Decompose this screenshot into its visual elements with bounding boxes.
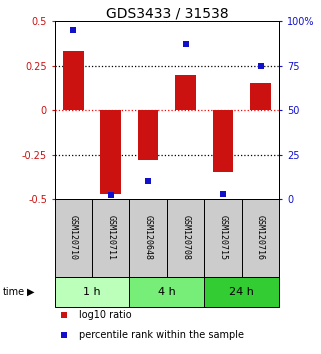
Point bbox=[61, 333, 66, 338]
Bar bbox=[63, 51, 83, 110]
Bar bbox=[92, 199, 129, 277]
Bar bbox=[175, 75, 196, 110]
Text: GSM120715: GSM120715 bbox=[219, 215, 228, 260]
Bar bbox=[204, 199, 242, 277]
Text: time: time bbox=[3, 287, 25, 297]
Point bbox=[258, 63, 263, 69]
Text: log10 ratio: log10 ratio bbox=[79, 310, 132, 320]
Text: GSM120710: GSM120710 bbox=[69, 215, 78, 260]
Text: percentile rank within the sample: percentile rank within the sample bbox=[79, 330, 244, 341]
Bar bbox=[250, 84, 271, 110]
Title: GDS3433 / 31538: GDS3433 / 31538 bbox=[106, 6, 228, 20]
Bar bbox=[167, 199, 204, 277]
Point bbox=[108, 193, 113, 198]
Bar bbox=[55, 199, 92, 277]
Text: 4 h: 4 h bbox=[158, 287, 176, 297]
Bar bbox=[129, 277, 204, 307]
Point bbox=[146, 178, 151, 184]
Bar bbox=[129, 199, 167, 277]
Text: 24 h: 24 h bbox=[230, 287, 254, 297]
Bar bbox=[138, 110, 159, 160]
Bar bbox=[55, 277, 129, 307]
Text: GSM120708: GSM120708 bbox=[181, 215, 190, 260]
Point bbox=[61, 312, 66, 318]
Text: GSM120711: GSM120711 bbox=[106, 215, 115, 260]
Bar bbox=[204, 277, 279, 307]
Text: GSM120716: GSM120716 bbox=[256, 215, 265, 260]
Point bbox=[221, 191, 226, 196]
Text: ▶: ▶ bbox=[27, 287, 35, 297]
Text: GSM120648: GSM120648 bbox=[144, 215, 153, 260]
Point bbox=[71, 27, 76, 33]
Bar bbox=[100, 110, 121, 194]
Point bbox=[183, 41, 188, 47]
Bar bbox=[213, 110, 233, 172]
Bar bbox=[242, 199, 279, 277]
Text: 1 h: 1 h bbox=[83, 287, 101, 297]
